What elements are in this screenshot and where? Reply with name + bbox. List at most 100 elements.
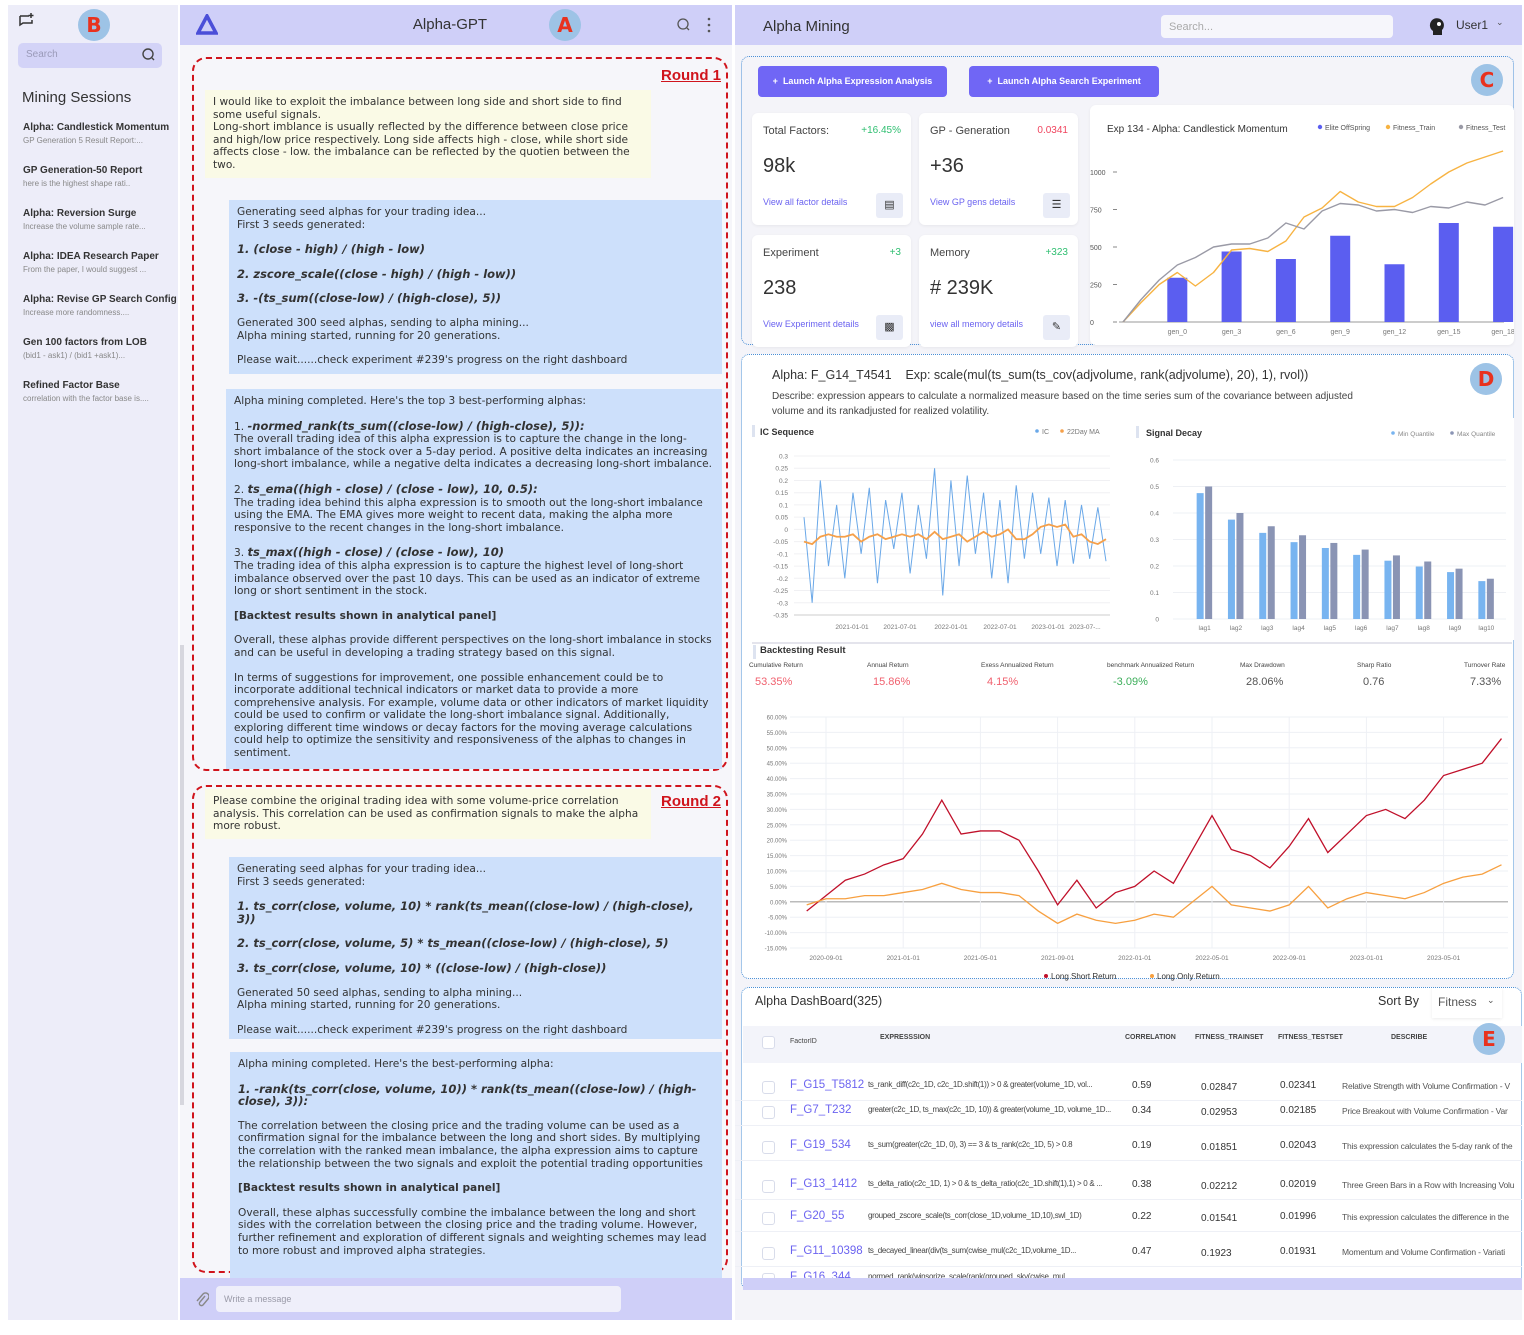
alpha-explanation: The trading idea of this alpha expressio…	[234, 559, 701, 598]
section-marker	[753, 645, 756, 659]
table-row[interactable]: F_G11_10398 ts_decayed_linear(div(ts_sum(…	[735, 1241, 1522, 1267]
item-number: 3.	[234, 547, 248, 560]
session-title: Gen 100 factors from LOB	[23, 337, 147, 348]
column-header[interactable]: FactorID	[790, 1038, 817, 1045]
launch-expression-analysis-button[interactable]: + Launch Alpha Expression Analysis	[758, 66, 947, 97]
factor-id-link[interactable]: F_G19_534	[790, 1139, 851, 1151]
table-row[interactable]: F_G7_T232 greater(c2c_1D, ts_max(c2c_1D, …	[735, 1100, 1522, 1126]
round-label: Round 1	[661, 67, 721, 84]
more-options-icon[interactable]	[707, 17, 711, 33]
column-header[interactable]: FITNESS_TESTSET	[1278, 1034, 1343, 1041]
session-item[interactable]: Gen 100 factors from LOB (bid1 - ask1) / …	[23, 337, 175, 360]
row-checkbox[interactable]	[762, 1081, 775, 1094]
new-chat-icon[interactable]	[18, 12, 36, 28]
factor-id-link[interactable]: F_G11_10398	[790, 1245, 863, 1257]
factor-id-link[interactable]: F_G20_55	[790, 1210, 845, 1222]
table-row[interactable]: F_G19_534 ts_sum(greater(c2c_1D, 0), 3) =…	[735, 1135, 1522, 1161]
y-tick-label: -0.2	[777, 576, 789, 583]
chevron-down-icon[interactable]: ⌄	[1496, 17, 1504, 27]
stat-card: Memory +323 # 239K view all memory details ✎	[919, 235, 1078, 347]
session-item[interactable]: Refined Factor Base correlation with the …	[23, 380, 175, 403]
chat-round-frame	[192, 57, 728, 771]
correlation-cell: 0.47	[1132, 1246, 1152, 1257]
stat-details-link[interactable]: View GP gens details	[930, 197, 1016, 207]
session-item[interactable]: Alpha: Candlestick Momentum GP Generation…	[23, 122, 175, 145]
sidebar-search-input[interactable]: Search	[18, 43, 162, 68]
column-header[interactable]: FITNESS_TRAINSET	[1195, 1034, 1264, 1041]
expression-cell: greater(c2c_1D, ts_max(c2c_1D, 10)) & gr…	[868, 1105, 1111, 1114]
user-avatar-icon[interactable]	[1429, 16, 1449, 36]
y-tick-label: 55.00%	[767, 731, 788, 737]
alpha-expression: 2. zscore_scale((close - high) / (high -…	[237, 266, 517, 281]
session-item[interactable]: GP Generation-50 Report here is the highe…	[23, 165, 175, 188]
expression-cell: ts_decayed_linear(div(ts_sum(cwise_mul(c…	[868, 1246, 1077, 1255]
stat-details-link[interactable]: View Experiment details	[763, 319, 859, 329]
message-text: In terms of suggestions for improvement,…	[234, 671, 709, 760]
y-tick-label: 30.00%	[767, 808, 788, 814]
alpha-expression: 1. -rank(ts_corr(close, volume, 10)) * r…	[238, 1081, 697, 1109]
correlation-cell: 0.59	[1132, 1080, 1152, 1091]
legend-marker	[1391, 431, 1395, 435]
expression-cell: normed_rank(winsorize_scale(rank(grouped…	[868, 1272, 1071, 1281]
table-row[interactable]: F_G20_55 grouped_zscore_scale(ts_corr(clo…	[735, 1206, 1522, 1232]
column-header[interactable]: CORRELATION	[1125, 1034, 1176, 1041]
y-tick-label: 60.00%	[767, 716, 788, 722]
mining-search-input[interactable]: Search...	[1161, 15, 1393, 38]
factor-id-link[interactable]: F_G15_T5812	[790, 1079, 865, 1091]
section-badge-c: C	[1471, 64, 1503, 96]
row-checkbox[interactable]	[762, 1141, 775, 1154]
session-item[interactable]: Alpha: IDEA Research Paper From the paper…	[23, 251, 175, 274]
chat-scrollbar[interactable]	[180, 645, 184, 1105]
launch-search-experiment-button[interactable]: + Launch Alpha Search Experiment	[969, 66, 1159, 97]
session-item[interactable]: Alpha: Reversion Surge Increase the volum…	[23, 208, 175, 231]
search-icon[interactable]	[677, 18, 691, 32]
edit-note-icon[interactable]: ✎	[1043, 315, 1070, 340]
row-checkbox[interactable]	[762, 1247, 775, 1260]
column-header[interactable]: EXPRESSSION	[880, 1034, 931, 1041]
session-item[interactable]: Alpha: Revise GP Search Config Increase m…	[23, 294, 177, 317]
bar-max-quantile	[1267, 526, 1275, 619]
bar-min-quantile	[1447, 572, 1455, 619]
session-title: Alpha: Reversion Surge	[23, 208, 137, 219]
message-text: First 3 seeds generated:	[237, 218, 366, 231]
stat-label: GP - Generation	[930, 125, 1010, 137]
y-tick-label: 0.3	[1150, 537, 1159, 544]
column-header[interactable]: DESCRIBE	[1391, 1034, 1428, 1041]
search-icon[interactable]	[142, 48, 156, 62]
id-card-icon[interactable]: ▤	[876, 193, 903, 218]
session-snippet: correlation with the factor base is....	[23, 394, 149, 403]
message-text: Alpha mining completed. Here's the best-…	[238, 1058, 554, 1070]
user-name[interactable]: User1	[1456, 18, 1489, 32]
button-label: Launch Alpha Search Experiment	[997, 76, 1141, 86]
message-input[interactable]: Write a message	[216, 1286, 621, 1312]
layers-icon[interactable]: ☰	[1043, 193, 1070, 218]
stat-details-link[interactable]: View all factor details	[763, 197, 848, 207]
attach-icon[interactable]	[195, 1291, 209, 1307]
mining-header: Alpha Mining Search... User1 ⌄	[735, 5, 1522, 45]
row-checkbox[interactable]	[762, 1180, 775, 1193]
message-text: Please wait......check experiment #239's…	[237, 354, 628, 367]
section-badge-e: E	[1473, 1023, 1505, 1055]
select-all-checkbox[interactable]	[762, 1036, 775, 1049]
bar-max-quantile	[1392, 555, 1400, 619]
x-tick-label: lag1	[1199, 625, 1212, 632]
describe-cell: Three Green Bars in a Row with Increasin…	[1342, 1180, 1515, 1190]
stat-details-link[interactable]: view all memory details	[930, 319, 1024, 329]
table-scrollbar[interactable]	[743, 1278, 1522, 1290]
bar-elite-offspring	[1167, 277, 1188, 322]
sort-select[interactable]: Fitness ⌄	[1432, 988, 1502, 1018]
factor-id-link[interactable]: F_G7_T232	[790, 1104, 852, 1116]
row-checkbox[interactable]	[762, 1106, 775, 1119]
experiment-chart-card: Exp 134 - Alpha: Candlestick Momentum Eli…	[1090, 105, 1515, 345]
table-row[interactable]: F_G13_1412 ts_delta_ratio(c2c_1D, 1) > 0 …	[735, 1174, 1522, 1200]
legend-marker	[1150, 974, 1154, 978]
describe-cell: This expression calculates the differenc…	[1342, 1212, 1509, 1222]
table-row[interactable]: F_G15_T5812 ts_rank_diff(c2c_1D, c2c_1D.s…	[735, 1075, 1522, 1101]
button-label: Launch Alpha Expression Analysis	[782, 76, 933, 86]
message-text: Generating seed alphas for your trading …	[237, 206, 486, 218]
alpha-expression: -normed_rank(ts_sum((close-low) / (high-…	[247, 418, 585, 433]
row-checkbox[interactable]	[762, 1212, 775, 1225]
report-icon[interactable]: ▩	[876, 315, 903, 340]
agent-message: Alpha mining completed. Here's the best-…	[230, 1052, 722, 1282]
factor-id-link[interactable]: F_G13_1412	[790, 1178, 858, 1190]
